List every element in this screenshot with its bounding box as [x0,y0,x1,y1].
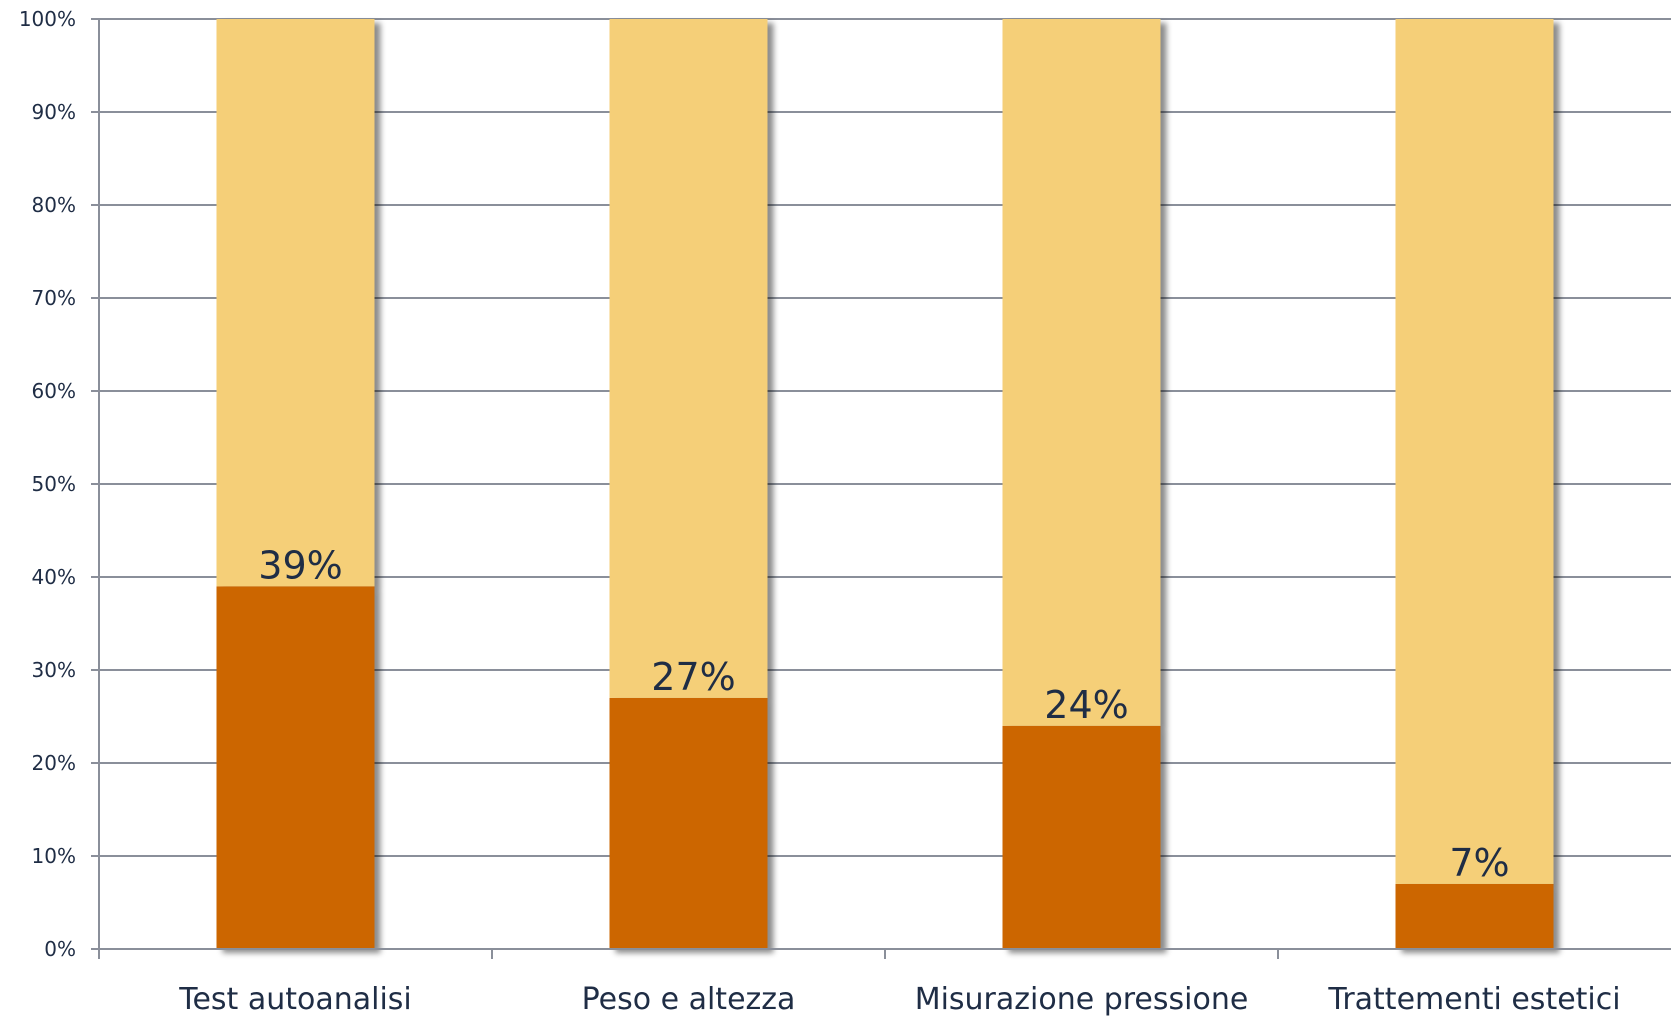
y-tick-label: 90% [32,100,76,124]
y-tick-label: 0% [44,937,76,961]
bar-segment-remainder [216,19,375,587]
bar-group [609,19,768,949]
bar-group [216,19,375,949]
data-label: 27% [651,655,735,699]
bar-segment-value [1395,883,1554,949]
y-tick-label: 30% [32,658,76,682]
y-tick-label: 80% [32,193,76,217]
x-category-label: Test autoanalisi [178,982,412,1017]
data-label: 24% [1044,683,1128,727]
y-tick-label: 60% [32,379,76,403]
x-category-label: Trattementi estetici [1327,982,1620,1017]
y-tick-label: 40% [32,565,76,589]
bar-segment-remainder [1395,19,1554,884]
bar-segment-value [1002,725,1161,949]
y-tick-label: 50% [32,472,76,496]
bar-segment-value [609,697,768,949]
axes [98,19,1671,959]
x-category-label: Misurazione pressione [915,982,1249,1017]
bar-group [1395,19,1554,949]
x-category-label: Peso e altezza [582,982,796,1017]
labels: 0% 10% 20% 30% 40% 50% 60% 70% 80% 90% 100% Test au… [19,7,1621,1017]
bars [216,19,1554,949]
bar-segment-value [216,586,375,949]
y-tick-label: 70% [32,286,76,310]
y-tick-label: 20% [32,751,76,775]
data-label: 7% [1449,841,1509,885]
data-label: 39% [258,543,342,587]
y-tick-label: 100% [19,7,76,31]
bar-group [1002,19,1161,949]
y-tick-label: 10% [32,844,76,868]
bar-segment-remainder [1002,19,1161,726]
bar-segment-remainder [609,19,768,698]
